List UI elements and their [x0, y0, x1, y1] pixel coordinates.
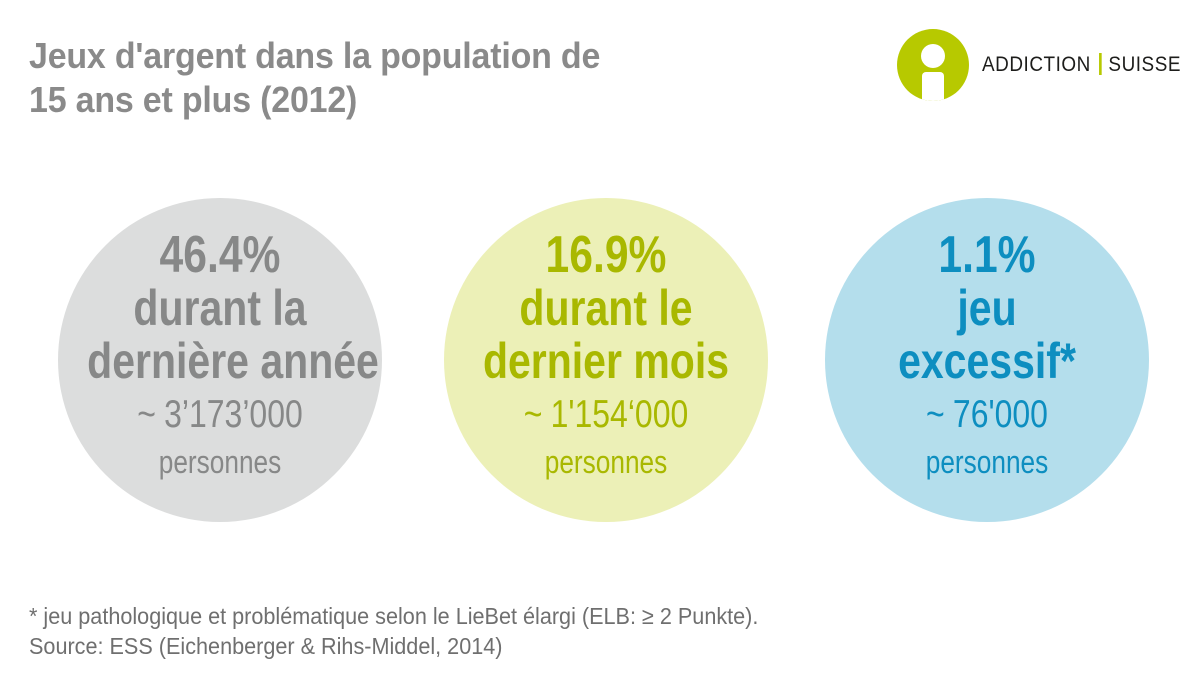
approx-symbol: ~: [137, 393, 156, 436]
approx-symbol: ~: [523, 393, 543, 436]
footnote-source: Source: ESS (Eichenberger & Rihs-Middel,…: [29, 633, 503, 659]
stat-count: ~3’173’000: [87, 390, 353, 440]
logo-head-shape: [921, 44, 945, 68]
stat-count-value: 1'154‘000: [550, 393, 689, 436]
stat-circle-last-year: 46.4% durant la dernière année ~3’173’00…: [58, 198, 382, 522]
stat-count-value: 3’173’000: [164, 393, 303, 436]
stat-count: ~76'000: [854, 390, 1120, 440]
stat-unit: personnes: [158, 444, 282, 480]
stat-percent: 46.4%: [159, 226, 281, 284]
stat-unit: personnes: [925, 444, 1049, 480]
title-line-2: 15 ans et plus (2012): [29, 79, 358, 120]
person-info-icon: [897, 29, 969, 101]
stat-circle-excessive: 1.1% jeu excessif* ~76'000 personnes: [825, 198, 1149, 522]
stat-percent: 1.1%: [938, 226, 1036, 284]
footnote-note: * jeu pathologique et problématique selo…: [29, 603, 759, 629]
logo-wordmark: ADDICTION SUISSE: [982, 51, 1181, 77]
stat-label-line-1: durant le: [519, 280, 693, 336]
logo-name-left: ADDICTION: [982, 51, 1091, 76]
logo-name-right: SUISSE: [1108, 51, 1181, 76]
logo-separator: [1098, 53, 1102, 75]
logo-body-shape: [922, 72, 944, 101]
stat-label-line-1: durant la: [133, 280, 307, 336]
title-line-1: Jeux d'argent dans la population de: [29, 35, 601, 76]
stat-percent: 16.9%: [545, 226, 667, 284]
addiction-suisse-logo: ADDICTION SUISSE: [897, 29, 1197, 101]
stat-unit: personnes: [544, 444, 668, 480]
stat-label-line-2: dernière année: [87, 333, 379, 389]
page-title: Jeux d'argent dans la population de 15 a…: [29, 34, 736, 122]
stat-count: ~1'154‘000: [473, 390, 739, 440]
stat-count-value: 76'000: [952, 393, 1048, 436]
stat-label-line-2: excessif*: [898, 333, 1076, 389]
stat-circle-last-month: 16.9% durant le dernier mois ~1'154‘000 …: [444, 198, 768, 522]
footnote: * jeu pathologique et problématique selo…: [29, 601, 758, 661]
stat-label-line-1: jeu: [957, 280, 1017, 336]
stat-label-line-2: dernier mois: [482, 333, 730, 389]
approx-symbol: ~: [926, 393, 945, 436]
